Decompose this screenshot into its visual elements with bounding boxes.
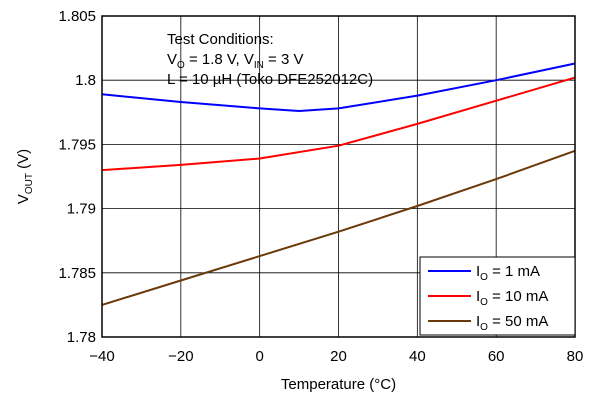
y-tick-label: 1.78 (67, 329, 96, 346)
legend-label-suffix: = 10 mA (488, 288, 548, 305)
plot-frame (101, 15, 576, 338)
x-tick-label: −40 (89, 348, 114, 365)
series-lines (101, 62, 576, 306)
y-tick-labels: 1.78 1.785 1.79 1.795 1.8 1.805 (58, 8, 96, 346)
y-tick-label: 1.8 (75, 72, 96, 89)
series-line (101, 62, 576, 112)
x-tick-label: 20 (330, 348, 347, 365)
y-axis-title-main: V (15, 194, 32, 204)
y-axis-title-sub: OUT (24, 173, 35, 194)
y-axis-title: VOUT (V) (15, 149, 35, 204)
legend-label-suffix: = 1 mA (488, 263, 540, 280)
y-axis-title-suffix: (V) (15, 149, 32, 173)
x-tick-label: −20 (168, 348, 193, 365)
x-tick-label: 0 (255, 348, 263, 365)
x-tick-label: 40 (409, 348, 426, 365)
note-line-1: Test Conditions: (167, 31, 274, 48)
series-line (101, 149, 576, 306)
legend-label: IO = 1 mA (476, 263, 540, 283)
series-line (101, 76, 576, 172)
note-vin-sub: IN (254, 60, 264, 71)
note-vo-value: = 1.8 V, V (185, 51, 254, 68)
y-tick-label: 1.785 (58, 265, 96, 282)
legend-label-sub: O (480, 272, 488, 283)
y-tick-label: 1.805 (58, 8, 96, 25)
note-vo-symbol: V (167, 51, 177, 68)
x-tick-label: 80 (567, 348, 584, 365)
note-line-2: VO = 1.8 V, VIN = 3 V (167, 51, 304, 71)
note-line-3: L = 10 µH (Toko DFE252012C) (167, 71, 373, 88)
note-vo-sub: O (177, 60, 185, 71)
legend-label-main: I (476, 313, 480, 330)
legend-label-sub: O (480, 297, 488, 308)
legend-label: IO = 50 mA (476, 313, 548, 333)
legend-label: IO = 10 mA (476, 288, 548, 308)
x-tick-labels: −40 −20 0 20 40 60 80 (89, 348, 583, 365)
y-tick-label: 1.795 (58, 136, 96, 153)
note-vin-value: = 3 V (264, 51, 304, 68)
x-tick-label: 60 (488, 348, 505, 365)
legend-label-sub: O (480, 322, 488, 333)
test-conditions-note: Test Conditions: VO = 1.8 V, VIN = 3 V L… (167, 31, 373, 88)
legend-label-main: I (476, 288, 480, 305)
legend-label-main: I (476, 263, 480, 280)
legend-label-suffix: = 50 mA (488, 313, 548, 330)
x-axis-title: Temperature (°C) (281, 376, 396, 393)
y-tick-label: 1.79 (67, 201, 96, 218)
